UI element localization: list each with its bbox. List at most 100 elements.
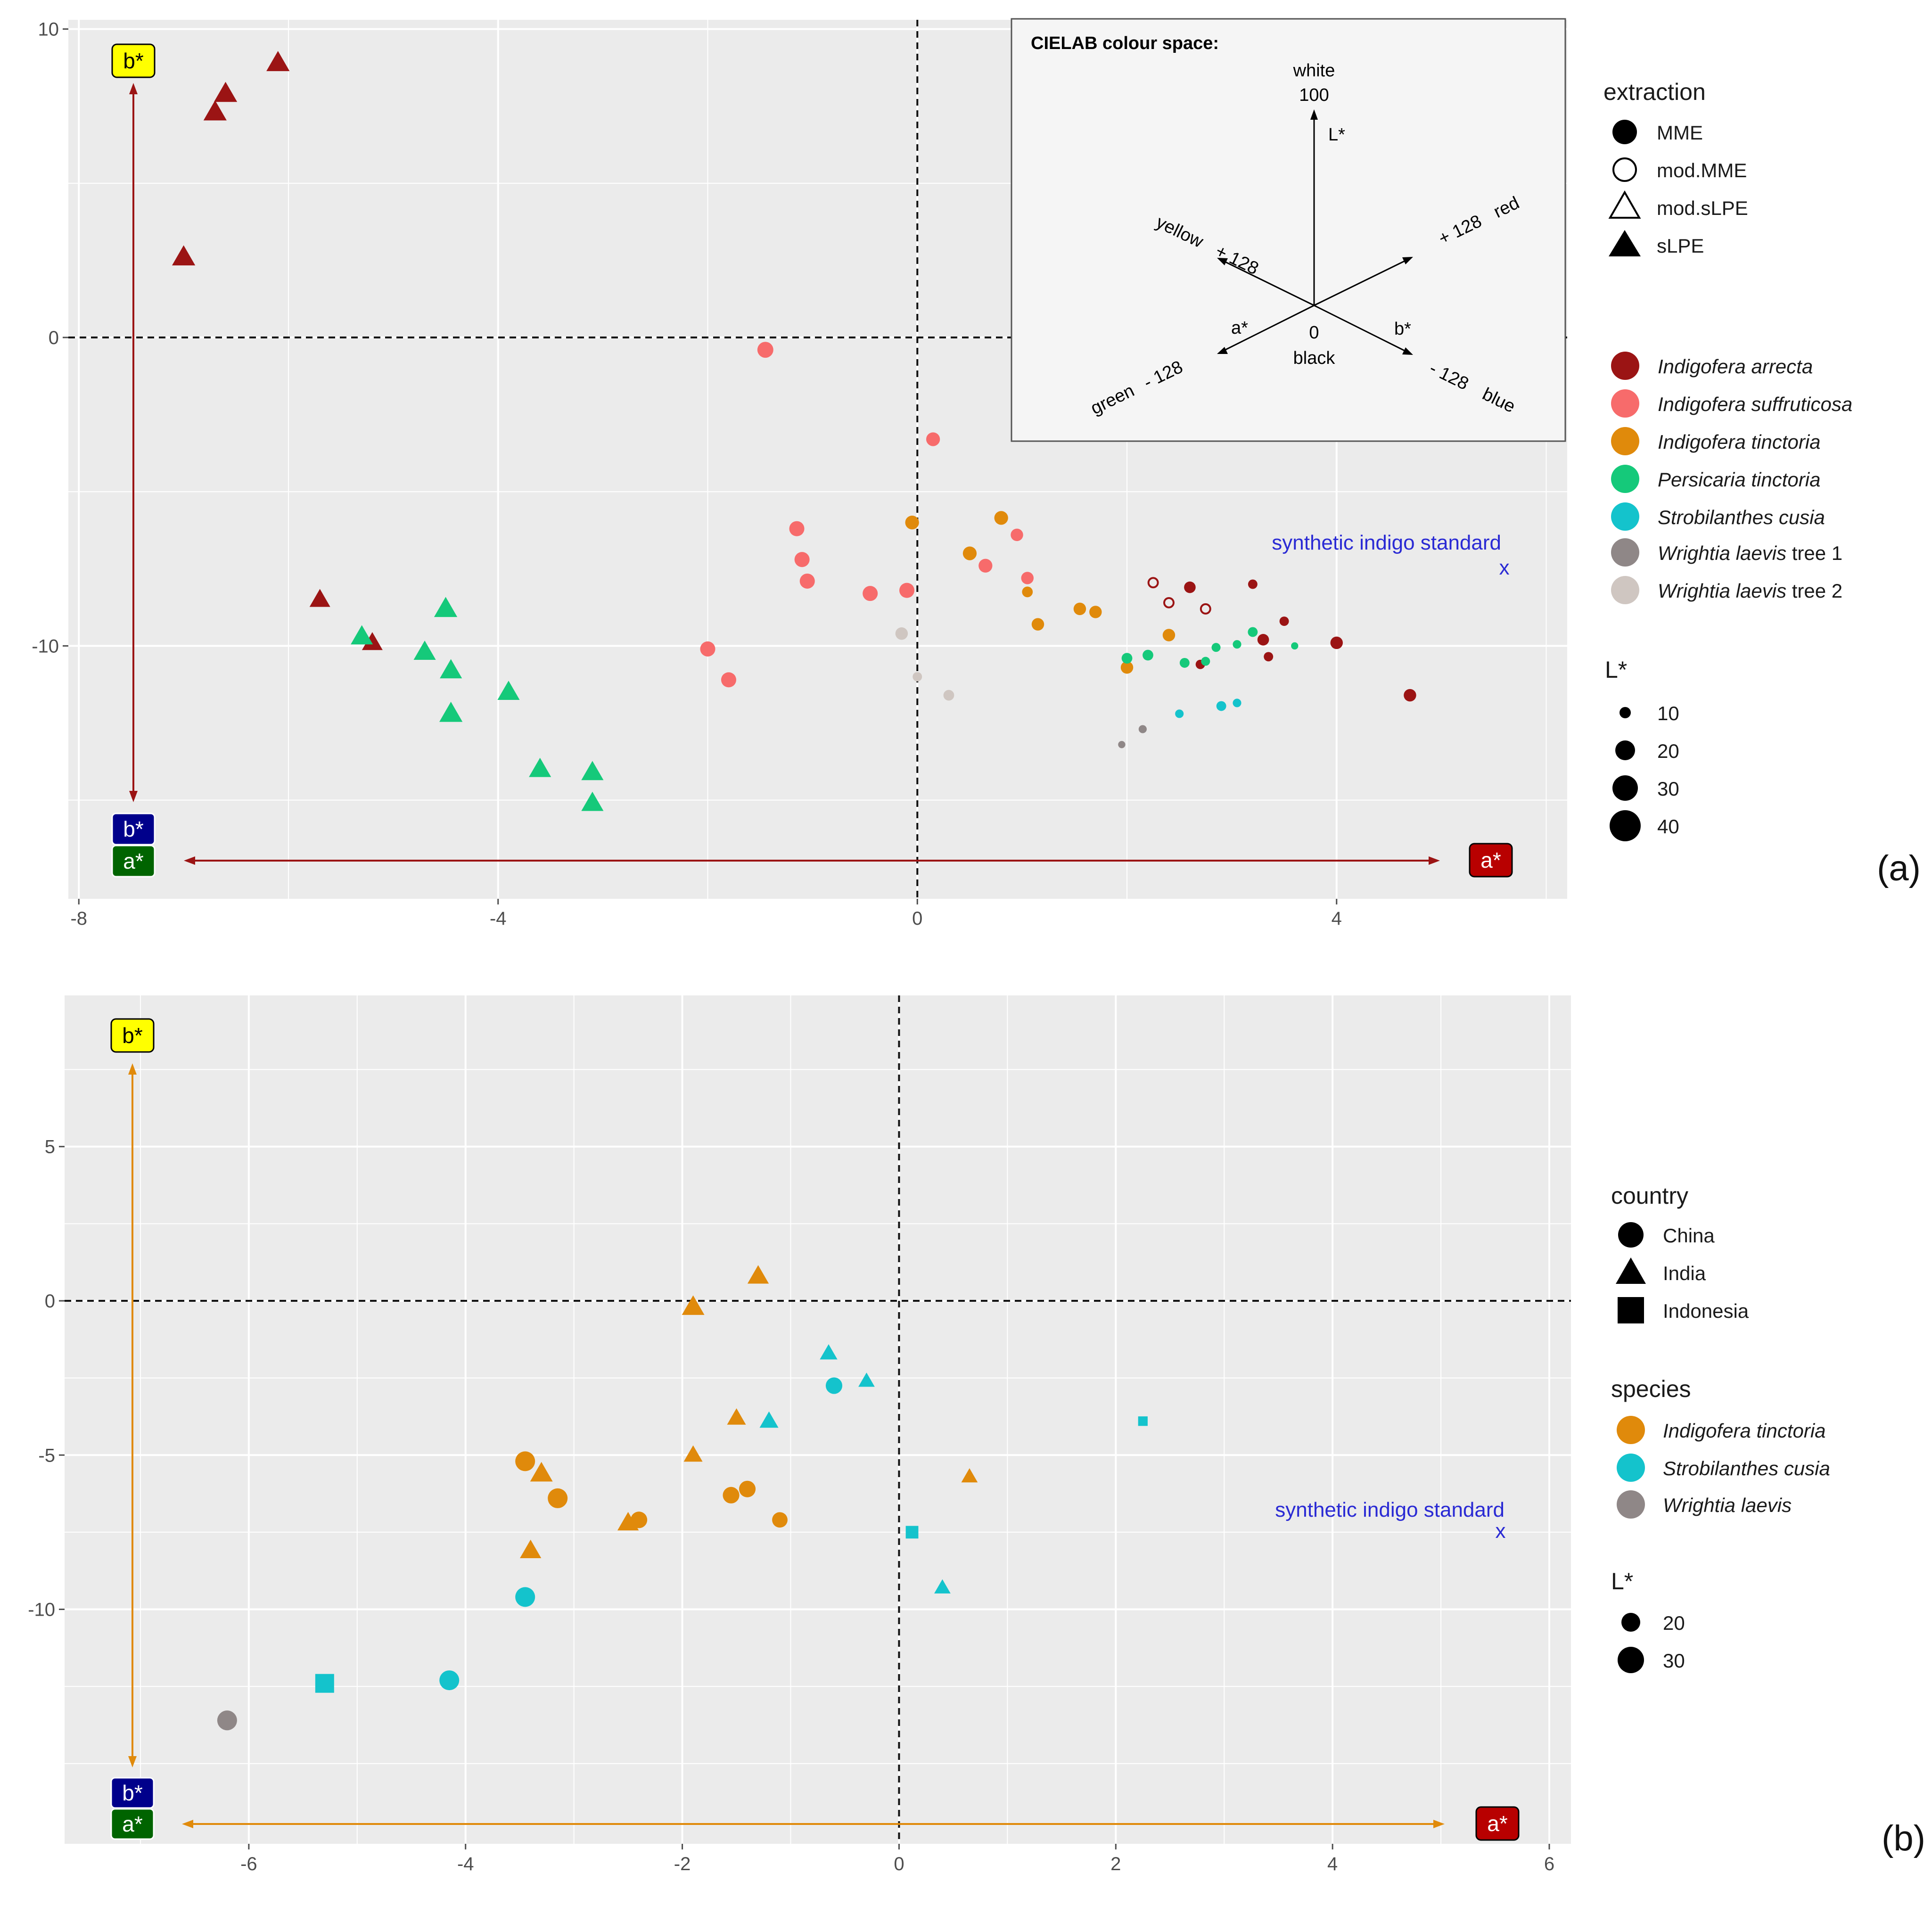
a-point-indigofera-arrecta	[1264, 652, 1274, 662]
legend-arrecta-key	[1611, 352, 1639, 380]
panel-a-b-bottom-label: b*	[123, 817, 144, 841]
a-point-wrightia-laevis-tree-1	[1118, 741, 1126, 748]
panel-b-b-axis-arrow	[128, 1063, 137, 1767]
a-point-persicaria-tinctoria	[1179, 657, 1190, 668]
legend-a-l30-label: 30	[1657, 778, 1679, 800]
b-point-strobilanthes-cusia	[439, 1670, 460, 1691]
b-point-strobilanthes-cusia	[905, 1526, 919, 1539]
b-point-indigofera-tinctoria	[723, 1487, 740, 1503]
b-point-indigofera-tinctoria	[739, 1480, 756, 1497]
panel-b-legend-country: country China India Indonesia	[1611, 1183, 1749, 1323]
a-point-indigofera-arrecta	[1257, 634, 1269, 646]
panel-a-a-left-box: a*	[111, 845, 156, 878]
a-point-wrightia-laevis-tree-1	[1138, 725, 1147, 733]
legend-a-l10-key	[1620, 707, 1631, 718]
a-point-persicaria-tinctoria	[440, 659, 462, 679]
inset-zero: 0	[1309, 323, 1319, 343]
legend-country-title: country	[1611, 1183, 1688, 1209]
a-point-indigofera-suffruticosa	[1011, 528, 1023, 542]
b-point-indigofera-tinctoria	[682, 1295, 705, 1315]
legend-a-l30-key	[1612, 775, 1638, 801]
panel-b-a-axis-arrow	[182, 1820, 1445, 1828]
b-point-indigofera-tinctoria	[515, 1451, 535, 1471]
b-point-strobilanthes-cusia	[1138, 1416, 1148, 1426]
legend-b-wrightia-key	[1617, 1490, 1645, 1519]
legend-indonesia-key	[1618, 1297, 1644, 1323]
legend-a-l10-label: 10	[1657, 702, 1679, 724]
a-point-indigofera-arrecta	[1200, 603, 1211, 615]
legend-a-l-title: L*	[1605, 657, 1627, 683]
panel-b: -6 -4 -2 0 2 4 6-10-505 b* b* a* a* sy	[28, 995, 1925, 1874]
legend-b-l30-key	[1618, 1647, 1644, 1673]
b-point-strobilanthes-cusia	[515, 1587, 535, 1607]
y-tick-label: 10	[38, 19, 59, 40]
panel-a: -8 -4 0 4 -10 0 10 b* b* a* a*	[32, 18, 1921, 929]
a-point-indigofera-arrecta	[1404, 689, 1416, 702]
a-point-persicaria-tinctoria	[1201, 657, 1210, 666]
b-point-indigofera-tinctoria	[548, 1488, 568, 1508]
b-point-indigofera-tinctoria	[727, 1408, 746, 1425]
panel-a-a-left-label: a*	[123, 849, 144, 873]
panel-b-b-top-label: b*	[122, 1023, 143, 1048]
panel-a-b-top-label: b*	[123, 49, 144, 73]
panel-b-a-right-box: a*	[1475, 1806, 1520, 1841]
a-point-wrightia-laevis-tree-2	[943, 690, 954, 701]
b-point-strobilanthes-cusia	[825, 1377, 843, 1394]
panel-b-b-bottom-label: b*	[122, 1781, 143, 1805]
panel-a-tick-labels: -8 -4 0 4 -10 0 10	[32, 19, 1342, 929]
legend-wrightia-tree2-key	[1611, 576, 1639, 604]
legend-suffruticosa-key	[1611, 389, 1639, 418]
inset-b-axis: b*	[1394, 319, 1411, 339]
a-point-persicaria-tinctoria	[1248, 627, 1258, 637]
legend-indonesia-label: Indonesia	[1663, 1300, 1749, 1322]
panel-b-plot-background	[65, 995, 1571, 1844]
legend-a-l20-label: 20	[1657, 740, 1679, 762]
a-point-indigofera-tinctoria	[1089, 606, 1102, 618]
panel-a-standard: synthetic indigo standard x	[1272, 531, 1509, 579]
a-point-persicaria-tinctoria	[1211, 643, 1221, 652]
panel-a-points	[172, 51, 1416, 811]
legend-wrightia-tree1-label: Wrightia laevis tree 1	[1658, 542, 1842, 564]
b-point-wrightia-laevis	[217, 1710, 237, 1731]
legend-b-wrightia-label: Wrightia laevis	[1663, 1494, 1792, 1516]
legend-mod-slpe-label: mod.sLPE	[1657, 197, 1748, 219]
x-tick-label: -2	[674, 1854, 691, 1874]
legend-mod-mme-label: mod.MME	[1657, 159, 1747, 181]
a-point-persicaria-tinctoria	[439, 701, 463, 722]
a-point-indigofera-arrecta	[203, 100, 227, 121]
b-point-strobilanthes-cusia	[315, 1674, 334, 1693]
b-point-indigofera-tinctoria	[530, 1462, 553, 1482]
legend-china-key	[1618, 1222, 1644, 1248]
inset-100: 100	[1299, 85, 1329, 105]
a-point-persicaria-tinctoria	[497, 681, 520, 700]
a-point-indigofera-suffruticosa	[926, 432, 940, 446]
a-point-indigofera-arrecta	[309, 589, 330, 607]
a-point-strobilanthes-cusia	[1233, 698, 1241, 707]
a-point-persicaria-tinctoria	[413, 641, 436, 660]
a-point-persicaria-tinctoria	[351, 625, 373, 645]
legend-india-key	[1616, 1257, 1646, 1284]
panel-b-a-left-label: a*	[122, 1812, 143, 1836]
inset-title: CIELAB colour space:	[1031, 33, 1219, 53]
a-point-indigofera-suffruticosa	[899, 583, 915, 598]
x-tick-label: -4	[490, 908, 507, 929]
legend-slpe-label: sLPE	[1657, 235, 1704, 257]
b-point-strobilanthes-cusia	[858, 1372, 875, 1387]
legend-tinctoria-label: Indigofera tinctoria	[1658, 431, 1821, 453]
legend-arrecta-label: Indigofera arrecta	[1658, 355, 1813, 378]
x-tick-label: 2	[1110, 1854, 1121, 1874]
legend-b-tinctoria-key	[1617, 1416, 1645, 1444]
panel-a-standard-label: synthetic indigo standard	[1272, 531, 1501, 554]
legend-b-strobilanthes-label: Strobilanthes cusia	[1663, 1457, 1830, 1479]
legend-b-l20-key	[1621, 1613, 1640, 1632]
legend-persicaria-key	[1611, 465, 1639, 493]
panel-b-points	[217, 1265, 1148, 1731]
x-tick-label: -4	[457, 1854, 474, 1874]
a-point-indigofera-arrecta	[214, 82, 238, 102]
legend-wrightia-tree2-label: Wrightia laevis tree 2	[1658, 580, 1842, 602]
panel-a-legend-species: Indigofera arrecta Indigofera suffrutico…	[1611, 352, 1852, 604]
panel-a-b-axis-arrow	[129, 83, 138, 802]
legend-b-strobilanthes-key	[1617, 1454, 1645, 1482]
panel-a-label: (a)	[1877, 848, 1921, 888]
